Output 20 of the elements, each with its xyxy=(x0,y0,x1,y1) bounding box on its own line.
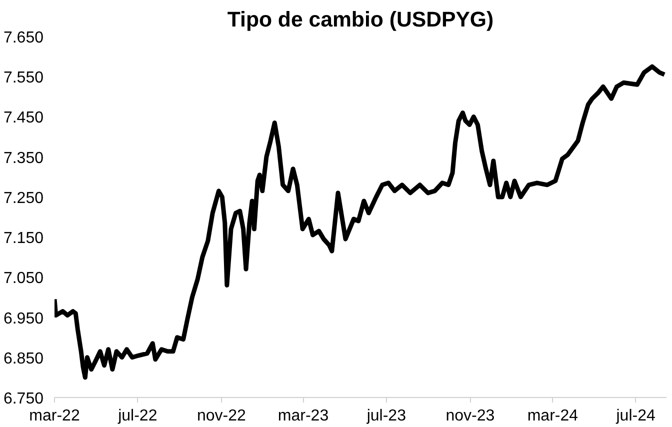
y-tick-label: 6.750 xyxy=(3,390,44,408)
y-tick-label: 7.250 xyxy=(3,190,44,207)
x-tick-label: nov-23 xyxy=(446,408,495,424)
x-tick-label: jul-22 xyxy=(117,408,158,424)
y-tick-label: 7.150 xyxy=(3,230,44,248)
y-tick-label: 6.950 xyxy=(3,310,44,328)
y-tick-label: 7.650 xyxy=(3,30,44,46)
x-tick-label: mar-24 xyxy=(527,408,578,424)
y-tick-label: 7.050 xyxy=(3,270,44,288)
x-tick-label: mar-22 xyxy=(29,408,80,424)
line-series xyxy=(54,64,666,380)
y-tick-label: 7.350 xyxy=(3,150,44,167)
y-tick-label: 7.450 xyxy=(3,110,44,127)
x-tick-label: mar-23 xyxy=(278,408,329,424)
y-tick-label: 7.550 xyxy=(3,70,44,87)
chart-title: Tipo de cambio (USDPYG) xyxy=(227,8,494,32)
x-tick-label: jul-23 xyxy=(366,408,406,424)
x-tick-label: jul-24 xyxy=(615,408,656,424)
y-tick-label: 6.850 xyxy=(3,350,44,368)
x-tick-label: nov-22 xyxy=(197,408,246,424)
